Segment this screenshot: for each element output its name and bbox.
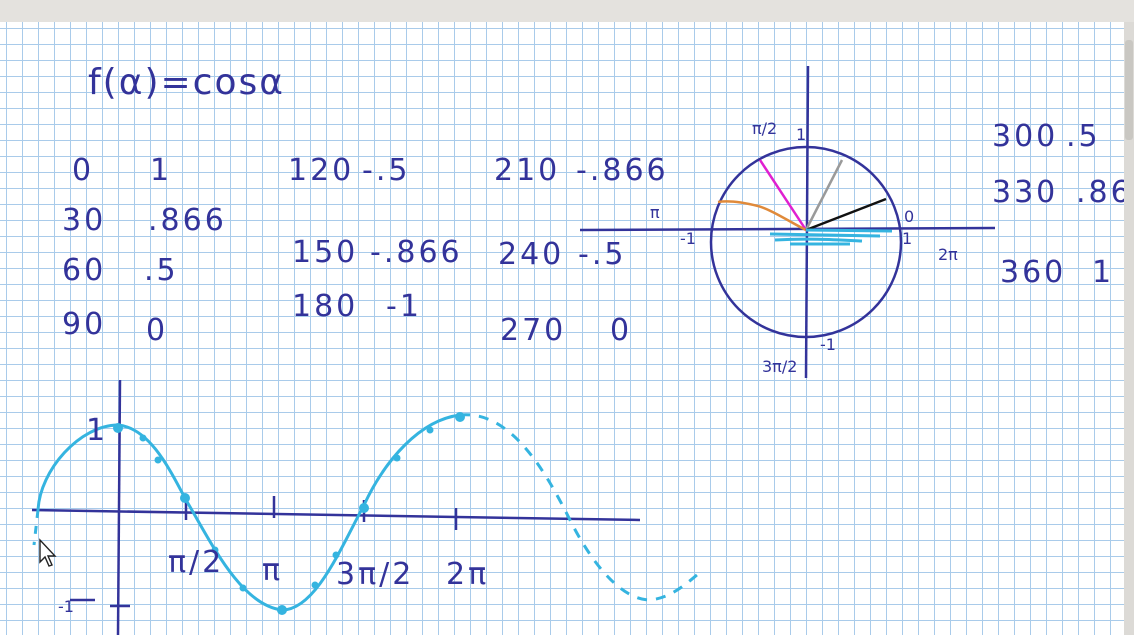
value-90: 0 bbox=[146, 313, 168, 348]
angle-ray-30 bbox=[805, 197, 887, 232]
value-120: -.5 bbox=[362, 153, 410, 188]
plotted-points bbox=[113, 412, 465, 615]
cosine-graph: 1 -1 π/2 π 3π/2 2π bbox=[31, 379, 699, 635]
angle-90: 90 bbox=[62, 307, 106, 342]
angle-300: 300 bbox=[992, 119, 1058, 154]
unit-circle bbox=[709, 145, 903, 339]
y-minus-one-mark bbox=[70, 598, 130, 608]
point-180 bbox=[277, 605, 287, 615]
graph-x-label-pi: π bbox=[262, 553, 283, 588]
point-330 bbox=[426, 426, 434, 434]
angle-150: 150 bbox=[292, 235, 358, 270]
angle-60: 60 bbox=[62, 253, 106, 288]
angle-180: 180 bbox=[292, 289, 358, 324]
point-60 bbox=[154, 456, 162, 464]
graph-x-label-3pi-half: 3π/2 bbox=[336, 557, 414, 592]
graph-y-bottom-label: -1 bbox=[58, 597, 74, 616]
point-150 bbox=[239, 584, 247, 592]
unit-circle-label-2pi: 2π bbox=[938, 245, 958, 264]
value-300: .5 bbox=[1066, 119, 1101, 154]
unit-circle-tick-bottom: -1 bbox=[820, 335, 836, 354]
value-240: -.5 bbox=[578, 237, 626, 272]
vertical-scrollbar[interactable] bbox=[1124, 22, 1134, 635]
cosine-curve-dashed bbox=[459, 413, 699, 602]
cosine-curve-solid bbox=[36, 413, 461, 612]
unit-circle-label-right: 0 bbox=[904, 207, 914, 226]
unit-circle-diagram: π/2 π 0 2π 3π/2 -1 1 -1 1 bbox=[579, 65, 996, 379]
angle-120: 120 bbox=[288, 153, 354, 188]
graph-x-axis bbox=[31, 508, 641, 522]
value-30: .866 bbox=[148, 203, 227, 238]
angle-210: 210 bbox=[494, 153, 560, 188]
value-0: 1 bbox=[150, 153, 172, 188]
formula-text: f(α)=cosα bbox=[88, 62, 285, 103]
angle-0: 0 bbox=[72, 153, 94, 188]
value-60: .5 bbox=[144, 253, 179, 288]
unit-circle-label-top: π/2 bbox=[752, 119, 777, 138]
value-180: -1 bbox=[386, 289, 422, 324]
unit-circle-label-bottom: 3π/2 bbox=[762, 357, 797, 376]
unit-circle-tick-left: -1 bbox=[680, 229, 696, 248]
unit-circle-tick-top: 1 bbox=[796, 125, 806, 144]
angle-330: 330 bbox=[992, 175, 1058, 210]
unit-circle-x-axis bbox=[579, 226, 996, 232]
graph-y-top-label: 1 bbox=[86, 413, 108, 448]
cosine-projection-marks bbox=[769, 228, 893, 246]
point-120 bbox=[211, 546, 219, 554]
point-300 bbox=[393, 454, 401, 462]
point-240 bbox=[332, 551, 340, 559]
point-360 bbox=[455, 412, 465, 422]
cosine-curve-left-dashed bbox=[32, 509, 40, 546]
angle-240: 240 bbox=[498, 237, 564, 272]
angle-ray-150 bbox=[717, 200, 807, 232]
point-270 bbox=[359, 503, 369, 513]
angle-360: 360 bbox=[1000, 255, 1066, 290]
angle-ray-60 bbox=[804, 159, 844, 231]
unit-circle-tick-right: 1 bbox=[902, 229, 912, 248]
point-30 bbox=[139, 434, 147, 442]
point-0 bbox=[113, 423, 123, 433]
value-150: -.866 bbox=[370, 235, 463, 270]
graph-paper-canvas[interactable]: f(α)=cosα 0 1 30 .866 60 .5 90 0 120 -.5… bbox=[0, 22, 1124, 635]
whiteboard-drawing: f(α)=cosα 0 1 30 .866 60 .5 90 0 120 -.5… bbox=[31, 62, 1124, 635]
graph-x-label-pi-half: π/2 bbox=[168, 545, 224, 580]
angle-ray-120 bbox=[758, 159, 808, 231]
value-270: 0 bbox=[610, 313, 632, 348]
mouse-cursor-icon bbox=[39, 538, 57, 567]
window-top-bar bbox=[0, 0, 1134, 22]
value-360: 1 bbox=[1092, 255, 1114, 290]
angle-30: 30 bbox=[62, 203, 106, 238]
point-90 bbox=[180, 493, 190, 503]
point-210 bbox=[311, 581, 319, 589]
angle-270: 270 bbox=[500, 313, 566, 348]
unit-circle-label-left: π bbox=[650, 203, 660, 222]
value-330: .86 bbox=[1076, 175, 1124, 210]
graph-x-label-2pi: 2π bbox=[446, 557, 489, 592]
unit-circle-y-axis bbox=[804, 65, 810, 379]
graph-y-axis bbox=[116, 379, 122, 635]
value-210: -.866 bbox=[576, 153, 669, 188]
